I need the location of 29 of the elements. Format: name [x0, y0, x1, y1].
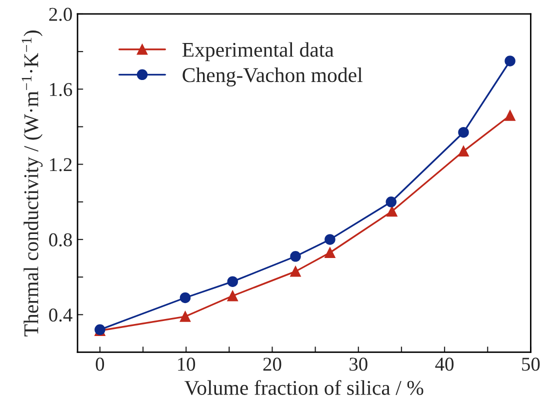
- x-tick-label: 20: [263, 358, 282, 371]
- y-tick-label: 1.2: [50, 158, 72, 172]
- point: [504, 110, 516, 121]
- point: [386, 196, 397, 208]
- point: [386, 206, 398, 217]
- point: [458, 126, 469, 138]
- point: [227, 290, 238, 302]
- y-tick-label: 0.8: [49, 233, 72, 246]
- x-tick-label: 40: [435, 358, 454, 371]
- point: [458, 146, 469, 157]
- point: [504, 56, 516, 66]
- point: [290, 266, 301, 277]
- point: [180, 311, 191, 322]
- x-tick-label: 0: [96, 358, 104, 371]
- y-tick-label: 1.6: [50, 83, 72, 96]
- point: [324, 234, 336, 245]
- point: [324, 247, 336, 258]
- x-axis-title: Volume fraction of silica / %: [184, 380, 424, 396]
- y-tick-label: 2.0: [49, 8, 72, 21]
- point: [290, 251, 301, 262]
- point: [180, 292, 191, 304]
- legend-label: Cheng-Vachon model: [182, 67, 362, 86]
- point: [227, 276, 238, 287]
- y-tick-label: 0.4: [49, 308, 72, 322]
- x-tick-label: 10: [178, 358, 196, 371]
- x-tick-label: 30: [350, 358, 368, 371]
- x-tick-label: 50: [522, 358, 540, 371]
- legend-label: Experimental data: [182, 42, 334, 62]
- y-axis-title: Thermal conductivity / (W·m$^{−1}$·K$^{−1}$): [22, 30, 43, 336]
